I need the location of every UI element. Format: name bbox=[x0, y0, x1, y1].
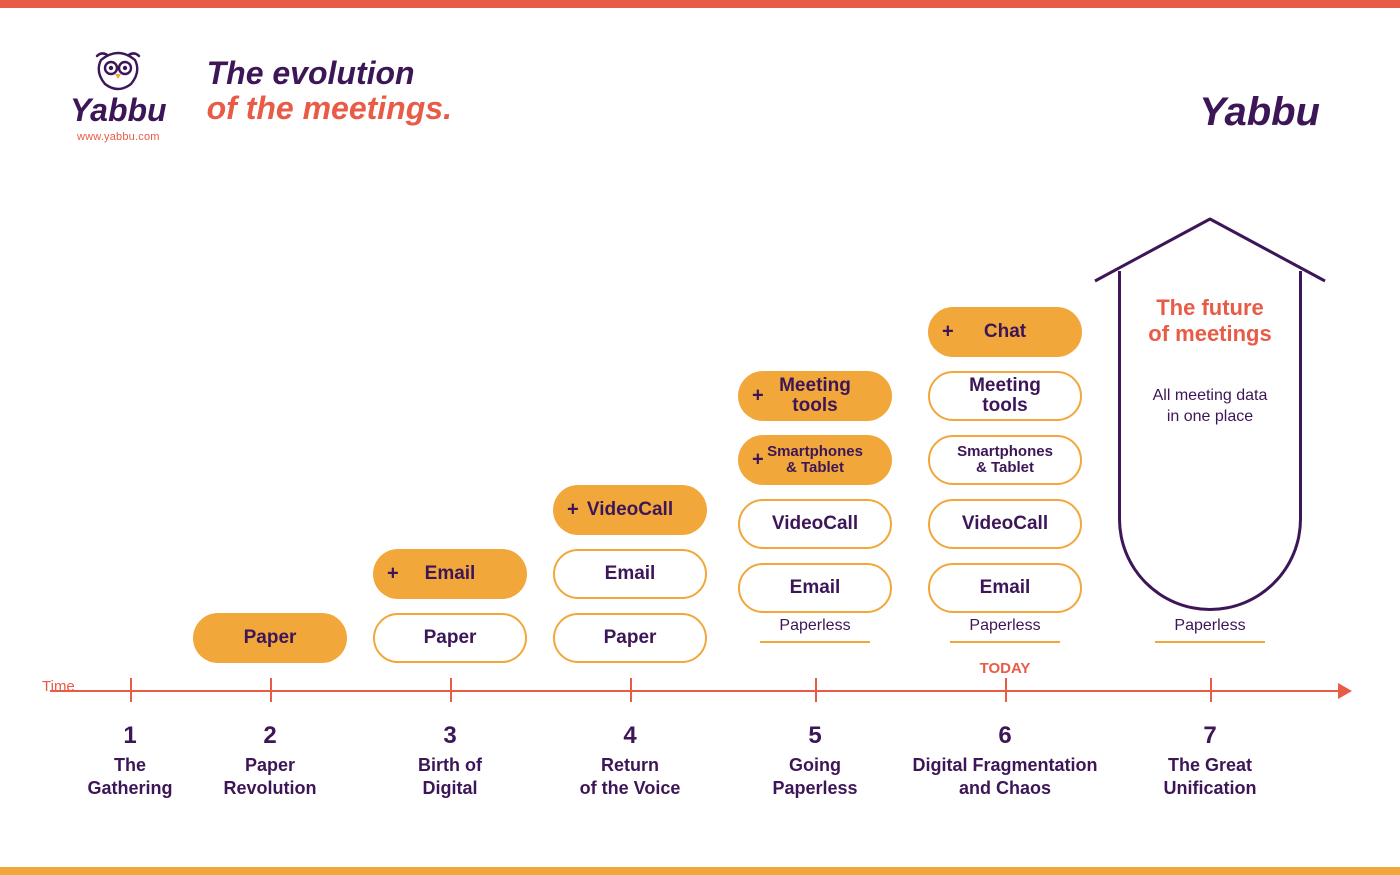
column-label: The GreatUnification bbox=[1110, 754, 1310, 799]
future-arrow: The futureof meetings All meeting datain … bbox=[1118, 271, 1302, 611]
pill: Email bbox=[553, 549, 707, 599]
pill-stack: Email + Paper bbox=[360, 549, 540, 663]
pill-label: Meetingtools bbox=[779, 376, 851, 416]
pill-label: VideoCall bbox=[962, 514, 1048, 534]
pill: Smartphones& Tablet+ bbox=[738, 435, 892, 485]
column-number: 4 bbox=[540, 722, 720, 750]
paperless-label: Paperless bbox=[915, 617, 1095, 657]
pill-label: Email bbox=[425, 564, 476, 584]
pill-label: Meetingtools bbox=[969, 376, 1041, 416]
timeline-column: 4Returnof the VoiceVideoCall+EmailPaper bbox=[540, 0, 720, 875]
pill: Paper bbox=[193, 613, 347, 663]
pill: Meetingtools bbox=[928, 371, 1082, 421]
timeline-column: 6Digital Fragmentationand ChaosTODAYPape… bbox=[915, 0, 1095, 875]
plus-icon: + bbox=[567, 500, 579, 521]
pill: Smartphones& Tablet bbox=[928, 435, 1082, 485]
timeline-column: 7The GreatUnificationPaperless The futur… bbox=[1120, 0, 1300, 875]
future-arrow-body: The futureof meetings All meeting datain … bbox=[1118, 271, 1302, 611]
timeline-column: 2PaperRevolutionPaper bbox=[180, 0, 360, 875]
paperless-label: Paperless bbox=[1120, 617, 1300, 657]
pill-label: Email bbox=[605, 564, 656, 584]
pill: VideoCall bbox=[928, 499, 1082, 549]
pill-label: VideoCall bbox=[772, 514, 858, 534]
pill-label: VideoCall bbox=[587, 500, 673, 520]
columns-container: 1TheGathering2PaperRevolutionPaper3Birth… bbox=[50, 0, 1350, 875]
pill-stack: VideoCall + Email Paper bbox=[540, 485, 720, 663]
pill: Paper bbox=[553, 613, 707, 663]
column-number: 5 bbox=[725, 722, 905, 750]
pill-stack: Chat + Meetingtools Smartphones& Tablet Vide… bbox=[915, 307, 1095, 613]
pill-label: Smartphones& Tablet bbox=[767, 444, 863, 476]
pill: VideoCall bbox=[738, 499, 892, 549]
plus-icon: + bbox=[752, 450, 764, 471]
pill-label: Chat bbox=[984, 322, 1026, 342]
pill-label: Smartphones& Tablet bbox=[957, 444, 1053, 476]
today-label: TODAY bbox=[915, 660, 1095, 677]
timeline-column: 3Birth ofDigitalEmail+Paper bbox=[360, 0, 540, 875]
paperless-label: Paperless bbox=[725, 617, 905, 657]
column-label: PaperRevolution bbox=[170, 754, 370, 799]
column-number: 6 bbox=[915, 722, 1095, 750]
pill-stack: Paper bbox=[180, 613, 360, 663]
plus-icon: + bbox=[387, 564, 399, 585]
column-label: Returnof the Voice bbox=[530, 754, 730, 799]
plus-icon: + bbox=[942, 322, 954, 343]
column-number: 3 bbox=[360, 722, 540, 750]
pill: Chat + bbox=[928, 307, 1082, 357]
pill-label: Paper bbox=[424, 628, 477, 648]
pill: Email + bbox=[373, 549, 527, 599]
pill-label: Email bbox=[980, 578, 1031, 598]
timeline-column: 5GoingPaperlessPaperlessMeetingtools+Sma… bbox=[725, 0, 905, 875]
plus-icon: + bbox=[752, 386, 764, 407]
pill: Email bbox=[928, 563, 1082, 613]
column-number: 7 bbox=[1120, 722, 1300, 750]
column-label: Digital Fragmentationand Chaos bbox=[905, 754, 1105, 799]
pill: Paper bbox=[373, 613, 527, 663]
column-number: 2 bbox=[180, 722, 360, 750]
pill-label: Paper bbox=[244, 628, 297, 648]
column-label: Birth ofDigital bbox=[350, 754, 550, 799]
pill-label: Paper bbox=[604, 628, 657, 648]
pill: Meetingtools + bbox=[738, 371, 892, 421]
future-title: The futureof meetings bbox=[1135, 295, 1285, 348]
pill: Email bbox=[738, 563, 892, 613]
pill-stack: Meetingtools+Smartphones& Tablet+VideoCa… bbox=[725, 371, 905, 613]
pill-label: Email bbox=[790, 578, 841, 598]
future-subtitle: All meeting datain one place bbox=[1135, 386, 1285, 428]
pill: VideoCall + bbox=[553, 485, 707, 535]
column-label: GoingPaperless bbox=[715, 754, 915, 799]
